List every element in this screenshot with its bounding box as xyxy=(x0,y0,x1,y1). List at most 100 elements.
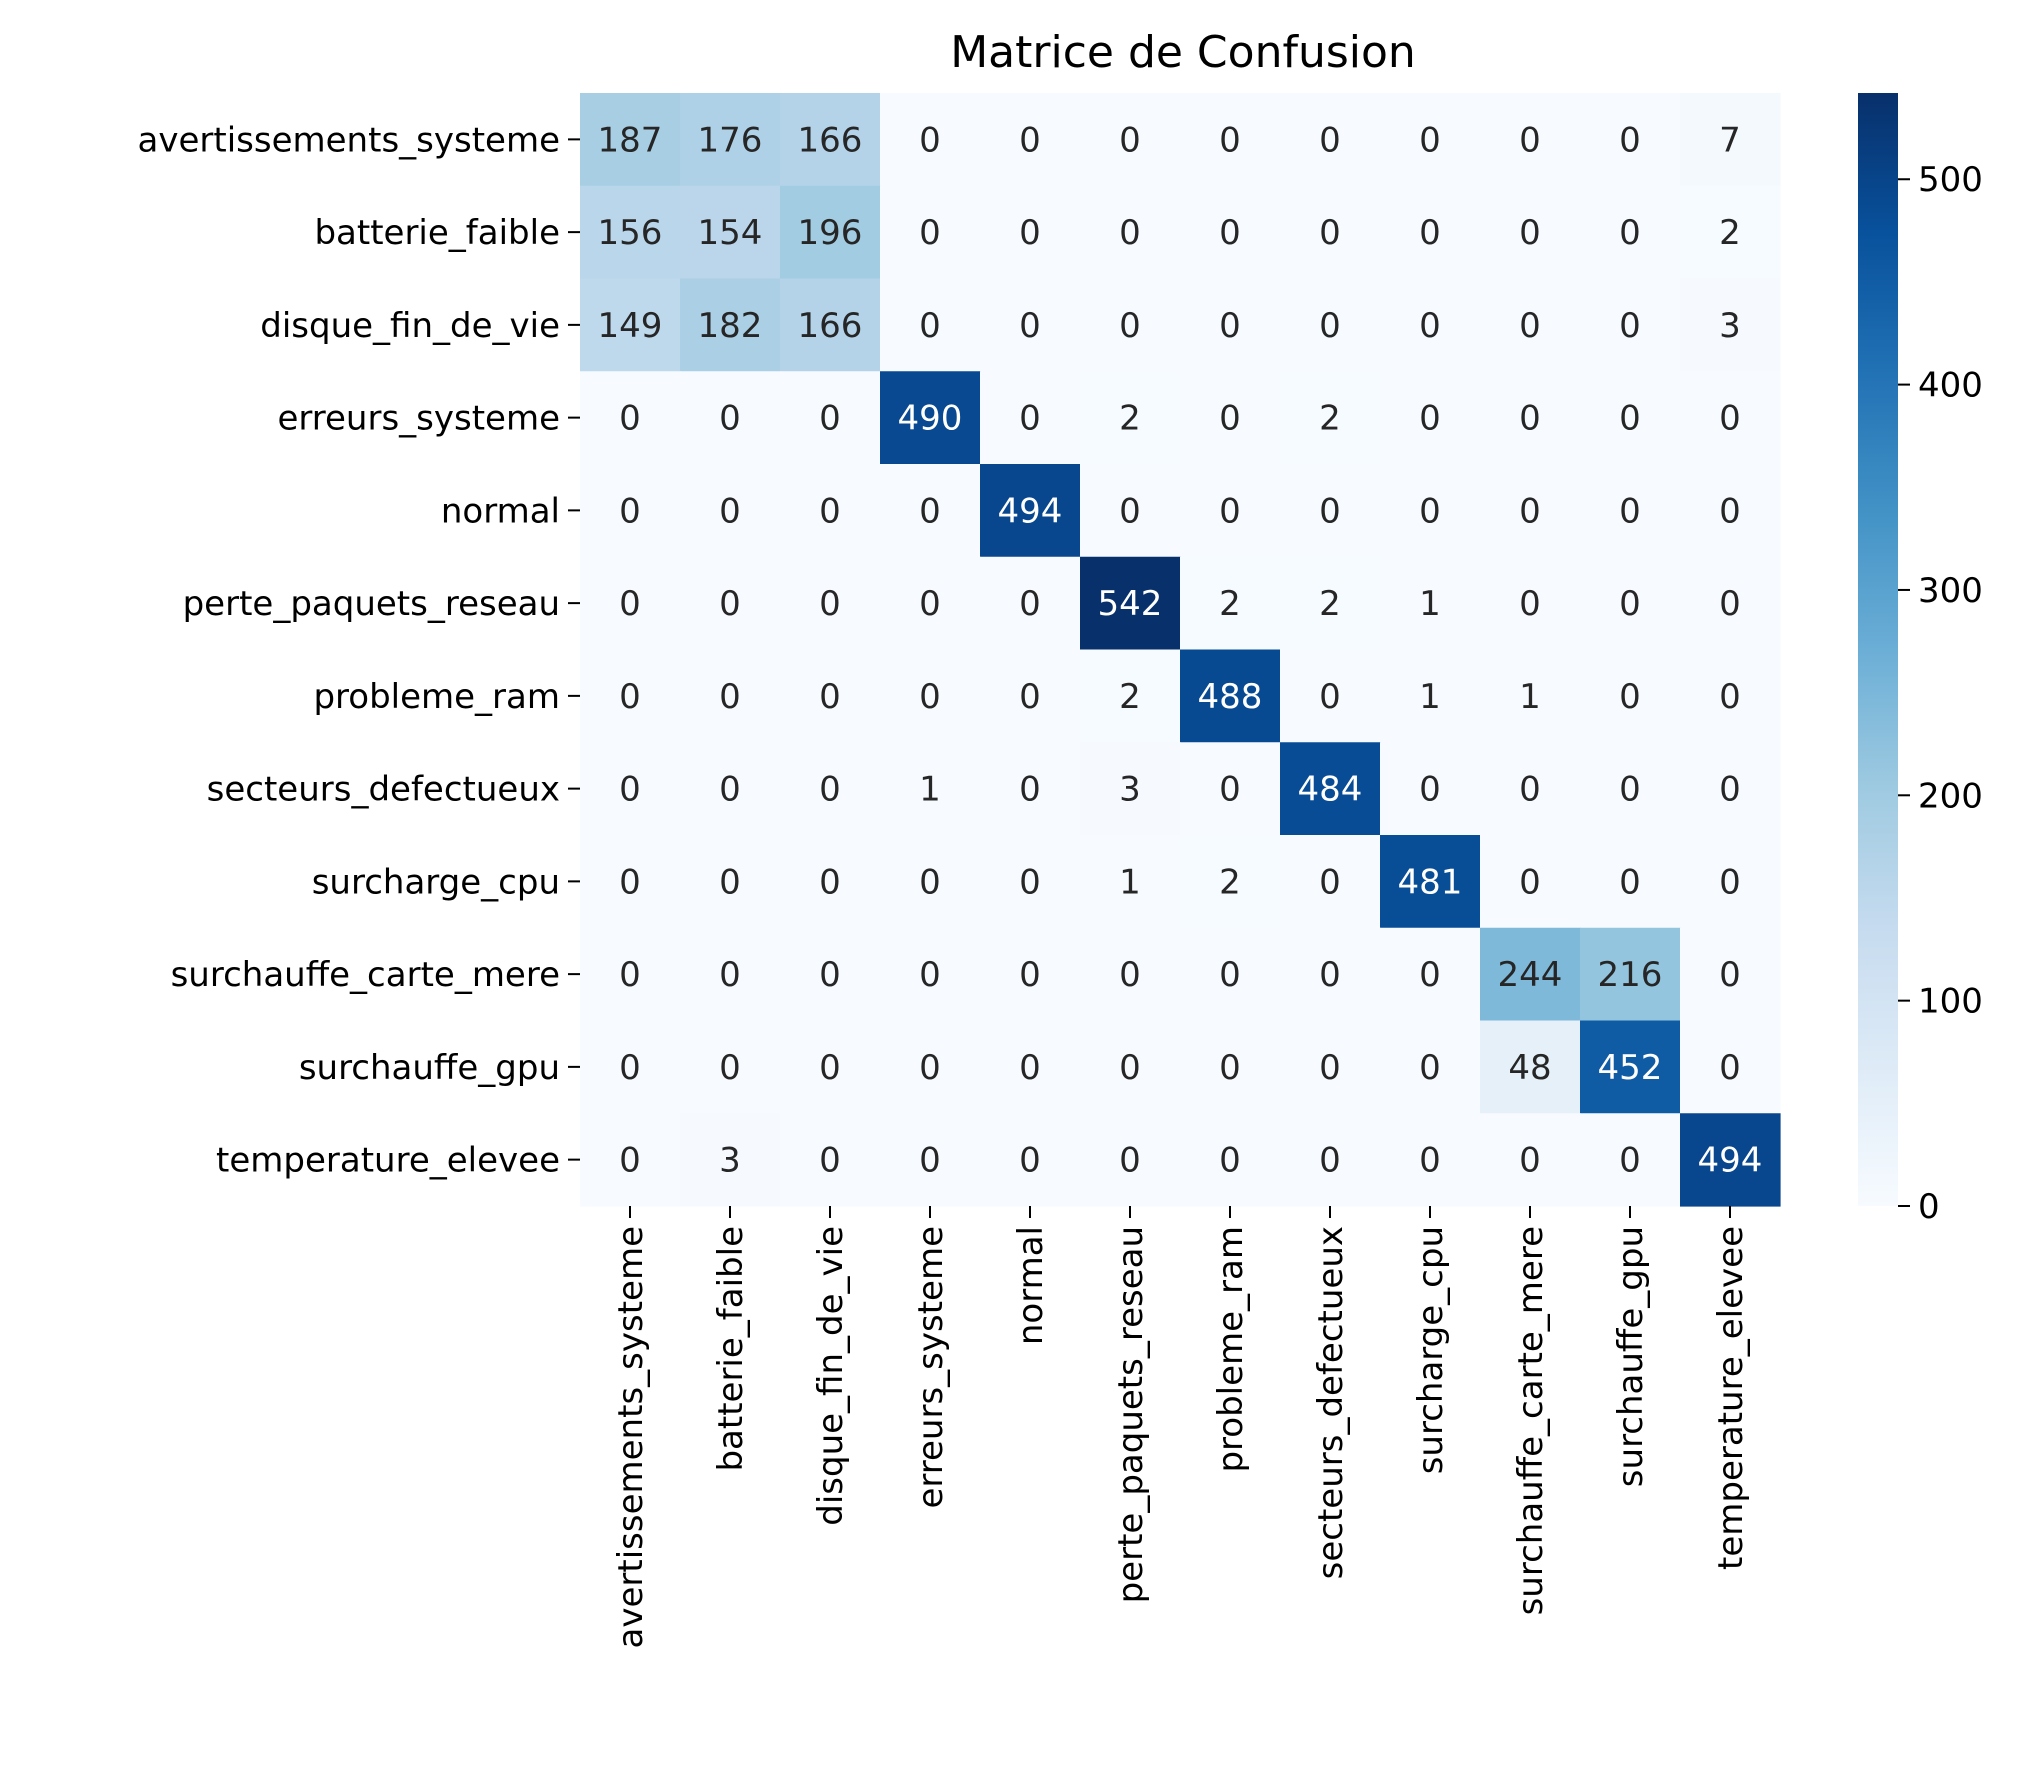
cell-value-label: 187 xyxy=(598,120,663,160)
cell-value-label: 0 xyxy=(1119,955,1141,995)
heatmap-cell xyxy=(880,649,981,743)
heatmap-cell xyxy=(580,927,681,1022)
heatmap-cell xyxy=(1080,1020,1181,1114)
heatmap-cell xyxy=(1380,835,1481,929)
heatmap-cell xyxy=(780,1020,881,1114)
cell-value-label: 0 xyxy=(719,677,741,717)
heatmap-cell xyxy=(980,464,1081,558)
cell-value-label: 0 xyxy=(1519,491,1541,531)
heatmap-cell xyxy=(980,649,1081,743)
heatmap-cell xyxy=(580,371,681,465)
heatmap-cell xyxy=(1180,927,1281,1022)
cell-value-label: 0 xyxy=(819,955,841,995)
cell-value-label: 0 xyxy=(1019,770,1041,810)
y-tick-label: perte_paquets_reseau xyxy=(183,584,560,624)
heatmap-cell xyxy=(1380,556,1481,651)
heatmap-cell xyxy=(880,464,981,558)
x-tick-label: secteurs_defectueux xyxy=(1311,1226,1351,1579)
y-tick-label: normal xyxy=(441,491,560,531)
cell-value-label: 0 xyxy=(1419,955,1441,995)
cell-value-label: 0 xyxy=(1219,120,1241,160)
heatmap-cell xyxy=(1380,278,1481,372)
cell-value-label: 0 xyxy=(1719,770,1741,810)
cell-value-label: 0 xyxy=(1719,399,1741,439)
cell-value-label: 0 xyxy=(1319,1141,1341,1181)
heatmap-cell-labels: 187 176 166 0 0 0 0 0 0 0 0 7 156 154 196 0 0 0 0 0 0 0 0 2 149 1… xyxy=(598,120,1763,1180)
heatmap-cell xyxy=(1280,1113,1381,1207)
x-tick-label: surcharge_cpu xyxy=(1411,1226,1451,1474)
cell-value-label: 0 xyxy=(1319,306,1341,346)
cell-value-label: 166 xyxy=(798,306,863,346)
cell-value-label: 0 xyxy=(819,862,841,902)
cell-value-label: 0 xyxy=(819,399,841,439)
heatmap-cell xyxy=(1580,464,1681,558)
heatmap-cell xyxy=(1280,371,1381,465)
cell-value-label: 0 xyxy=(919,213,941,253)
heatmap-cell xyxy=(1280,649,1381,743)
heatmap-cell xyxy=(1680,835,1781,929)
cell-value-label: 0 xyxy=(1419,770,1441,810)
cell-value-label: 488 xyxy=(1198,677,1263,717)
heatmap-cell xyxy=(780,835,881,929)
heatmap-cell xyxy=(1380,1113,1481,1207)
cell-value-label: 0 xyxy=(919,1048,941,1088)
heatmap-cell xyxy=(1280,464,1381,558)
cell-value-label: 1 xyxy=(1419,584,1441,624)
heatmap-cell xyxy=(1480,742,1581,836)
cell-value-label: 0 xyxy=(1619,306,1641,346)
heatmap-cell xyxy=(880,371,981,465)
heatmap-cell xyxy=(580,278,681,372)
heatmap-cell xyxy=(1080,185,1181,280)
heatmap-cell xyxy=(580,835,681,929)
cell-value-label: 0 xyxy=(1019,955,1041,995)
cell-value-label: 0 xyxy=(919,955,941,995)
colorbar-tick-label: 0 xyxy=(1918,1187,1940,1227)
heatmap-cell xyxy=(1080,556,1181,651)
cell-value-label: 0 xyxy=(919,677,941,717)
heatmap-cell xyxy=(1180,371,1281,465)
heatmap-cell xyxy=(680,464,781,558)
heatmap-cell xyxy=(1180,835,1281,929)
cell-value-label: 0 xyxy=(1019,399,1041,439)
cell-value-label: 0 xyxy=(1219,399,1241,439)
cell-value-label: 0 xyxy=(1519,120,1541,160)
cell-value-label: 0 xyxy=(1719,491,1741,531)
y-tick-label: temperature_elevee xyxy=(216,1141,560,1181)
heatmap-cell xyxy=(1280,742,1381,836)
cell-value-label: 0 xyxy=(1619,1141,1641,1181)
cell-value-label: 0 xyxy=(1519,399,1541,439)
heatmap-cell xyxy=(680,93,781,187)
cell-value-label: 0 xyxy=(1319,1048,1341,1088)
heatmap-cell xyxy=(680,556,781,651)
cell-value-label: 0 xyxy=(1719,862,1741,902)
heatmap-cell xyxy=(780,464,881,558)
cell-value-label: 0 xyxy=(1619,491,1641,531)
cell-value-label: 2 xyxy=(1719,213,1741,253)
heatmap-cell xyxy=(1680,371,1781,465)
cell-value-label: 452 xyxy=(1598,1048,1663,1088)
heatmap-cell xyxy=(1280,93,1381,187)
cell-value-label: 2 xyxy=(1319,399,1341,439)
cell-value-label: 0 xyxy=(1219,770,1241,810)
heatmap-cell xyxy=(1480,1020,1581,1114)
cell-value-label: 0 xyxy=(1519,213,1541,253)
cell-value-label: 0 xyxy=(1019,584,1041,624)
cell-value-label: 0 xyxy=(1119,1141,1141,1181)
heatmap-cell xyxy=(980,185,1081,280)
heatmap-cell xyxy=(1380,371,1481,465)
cell-value-label: 2 xyxy=(1319,584,1341,624)
cell-value-label: 0 xyxy=(619,770,641,810)
heatmap-cell xyxy=(1280,278,1381,372)
cell-value-label: 0 xyxy=(1219,491,1241,531)
colorbar-tick-label: 300 xyxy=(1918,571,1983,611)
heatmap-cell xyxy=(1580,371,1681,465)
x-tick-label: erreurs_systeme xyxy=(911,1226,951,1509)
heatmap-cell xyxy=(1280,927,1381,1022)
heatmap-cell xyxy=(780,556,881,651)
cell-value-label: 182 xyxy=(698,306,763,346)
heatmap-cell xyxy=(1180,1113,1281,1207)
colorbar-tick-label: 200 xyxy=(1918,776,1983,816)
heatmap-cell xyxy=(680,1113,781,1207)
heatmap-cell xyxy=(780,1113,881,1207)
cell-value-label: 0 xyxy=(1519,770,1541,810)
